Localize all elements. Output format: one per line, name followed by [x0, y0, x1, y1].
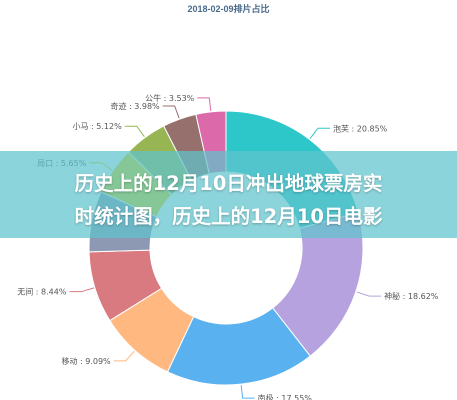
leader-line-南极: [240, 385, 255, 399]
leader-line-泡芙: [309, 127, 330, 139]
slice-label-公牛: 公牛 : 3.53%: [145, 93, 195, 103]
leader-line-公牛: [197, 97, 212, 111]
slice-label-无间: 无间 : 8.44%: [17, 288, 67, 297]
leader-line-无间: [69, 287, 95, 293]
slice-label-神秘: 神秘 : 18.62%: [384, 291, 439, 301]
slice-label-南极: 南极 : 17.55%: [258, 393, 313, 400]
leader-line-移动: [113, 350, 135, 362]
chart-title: 2018-02-09排片占比: [187, 4, 270, 14]
headline-banner: 历史上的12月10日冲出地球票房实 时统计图，历史上的12月10日电影: [0, 151, 457, 238]
leader-line-神秘: [356, 291, 382, 297]
leader-line-奇迹: [162, 105, 180, 119]
slice-label-移动: 移动 : 9.09%: [61, 356, 111, 366]
banner-line-2: 时统计图，历史上的12月10日电影: [74, 205, 383, 228]
slice-label-小马: 小马 : 5.12%: [73, 122, 123, 131]
leader-line-小马: [124, 125, 145, 138]
slice-label-泡芙: 泡芙 : 20.85%: [333, 123, 388, 133]
slice-label-奇迹: 奇迹 : 3.98%: [110, 101, 160, 111]
banner-line-1: 历史上的12月10日冲出地球票房实: [74, 172, 383, 195]
